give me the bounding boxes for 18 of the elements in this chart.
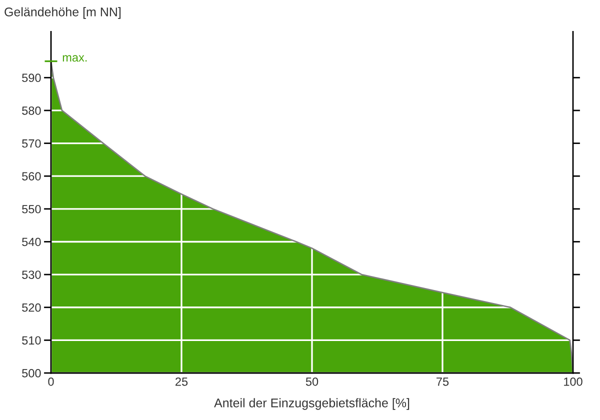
y-tick-label: 500 — [22, 369, 41, 378]
y-tick-label: 550 — [22, 204, 41, 214]
x-axis-title: Anteil der Einzugsgebietsfläche [%] — [214, 398, 410, 410]
y-tick-label: 510 — [22, 336, 41, 345]
y-axis-title: Geländehöhe [m NN] — [4, 7, 121, 19]
y-tick-label: 580 — [22, 106, 41, 115]
y-tick-label: 570 — [22, 139, 41, 148]
y-tick-label: 540 — [22, 238, 41, 246]
y-tick-label: 590 — [22, 74, 41, 82]
y-tick-label: 560 — [22, 172, 41, 180]
annotation: max. — [62, 55, 87, 62]
x-tick-label: 75 — [436, 378, 449, 386]
y-tick-label: 530 — [22, 270, 41, 279]
y-tick-label: 520 — [22, 303, 41, 312]
x-tick-label: 0 — [48, 377, 54, 386]
x-tick-label: 100 — [564, 377, 582, 386]
x-tick-label: 25 — [176, 377, 188, 386]
x-tick-label: 50 — [306, 377, 318, 386]
